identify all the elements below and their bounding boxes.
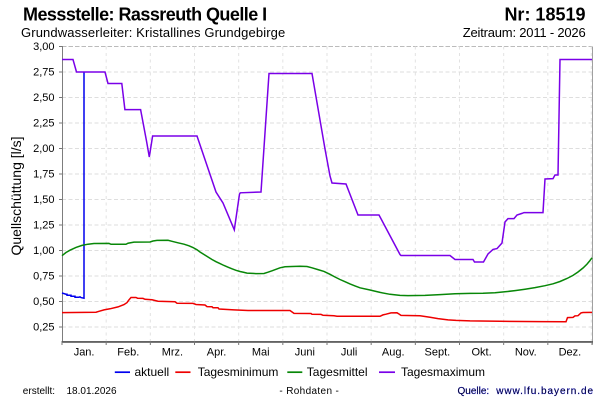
svg-text:Apr.: Apr. — [207, 347, 227, 359]
svg-text:erstellt:: erstellt: — [23, 386, 55, 397]
svg-text:www.lfu.bayern.de: www.lfu.bayern.de — [495, 386, 594, 397]
svg-text:Tagesminimum: Tagesminimum — [198, 365, 279, 379]
svg-text:0,50: 0,50 — [33, 296, 54, 308]
svg-text:- Rohdaten -: - Rohdaten - — [279, 386, 339, 397]
svg-text:aktuell: aktuell — [135, 365, 170, 379]
svg-text:0,75: 0,75 — [33, 271, 54, 283]
svg-text:Nov.: Nov. — [515, 347, 537, 359]
svg-text:2,00: 2,00 — [33, 143, 54, 155]
svg-text:2,75: 2,75 — [33, 67, 54, 79]
svg-text:Grundwasserleiter: Kristalline: Grundwasserleiter: Kristallines Grundgeb… — [21, 25, 285, 40]
svg-text:Dez.: Dez. — [559, 347, 582, 359]
svg-text:0,25: 0,25 — [33, 322, 54, 334]
svg-text:Mrz.: Mrz. — [162, 347, 183, 359]
svg-text:Feb.: Feb. — [117, 347, 139, 359]
svg-text:2,50: 2,50 — [33, 92, 54, 104]
svg-text:Quelle:: Quelle: — [458, 386, 490, 397]
svg-text:Aug.: Aug. — [382, 347, 405, 359]
svg-text:Juli: Juli — [341, 347, 358, 359]
svg-text:Quellschüttung [l/s]: Quellschüttung [l/s] — [8, 136, 24, 255]
svg-text:Nr: 18519: Nr: 18519 — [504, 4, 585, 24]
svg-text:Tagesmittel: Tagesmittel — [307, 365, 368, 379]
svg-text:3,00: 3,00 — [33, 41, 54, 53]
svg-text:18.01.2026: 18.01.2026 — [67, 386, 117, 397]
svg-text:1,75: 1,75 — [33, 169, 54, 181]
svg-text:1,25: 1,25 — [33, 220, 54, 232]
svg-text:Jan.: Jan. — [74, 347, 95, 359]
svg-text:Tagesmaximum: Tagesmaximum — [401, 365, 485, 379]
svg-text:2,25: 2,25 — [33, 118, 54, 130]
svg-text:1,00: 1,00 — [33, 245, 54, 257]
svg-text:Messstelle: Rassreuth Quelle I: Messstelle: Rassreuth Quelle I — [23, 4, 267, 24]
svg-text:Okt.: Okt. — [472, 347, 492, 359]
svg-text:Juni: Juni — [295, 347, 315, 359]
svg-text:Mai: Mai — [252, 347, 270, 359]
svg-text:Zeitraum: 2011 - 2026: Zeitraum: 2011 - 2026 — [463, 25, 586, 40]
svg-text:Sept.: Sept. — [425, 347, 451, 359]
svg-text:1,50: 1,50 — [33, 194, 54, 206]
